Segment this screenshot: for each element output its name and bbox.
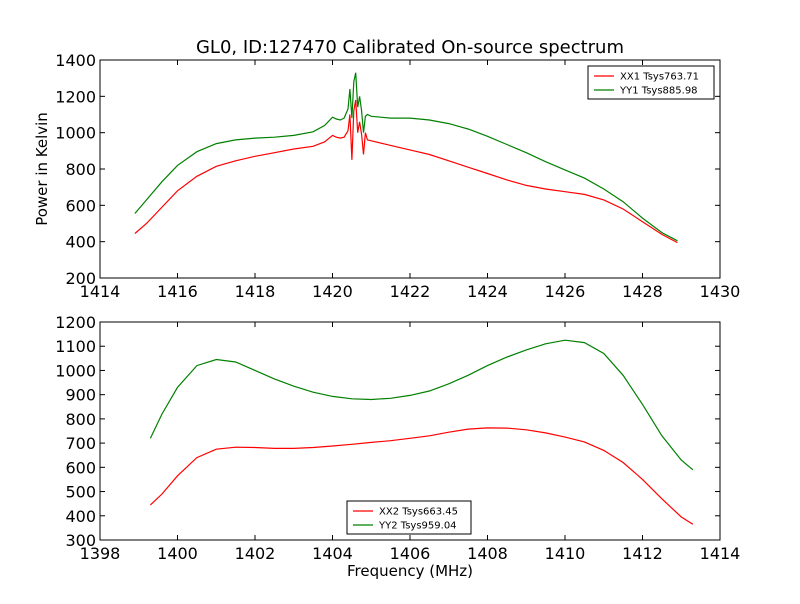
y-tick-label: 1200 [55,87,96,106]
y-tick-label: 800 [65,410,96,429]
x-tick-label: 1410 [545,544,586,563]
y-axis-label: Power in Kelvin [33,112,51,226]
legend-label: YY2 Tsys959.04 [378,521,457,532]
series-line-yy2-tsys959-04 [149,339,694,471]
x-tick-label: 1430 [700,282,741,301]
y-tick-label: 400 [65,507,96,526]
y-tick-label: 400 [65,233,96,252]
x-tick-label: 1414 [80,282,121,301]
legend-label: YY1 Tsys885.98 [619,86,698,97]
x-tick-label: 1416 [157,282,198,301]
series-line-yy1-tsys885-98 [134,72,678,242]
x-tick-label: 1402 [235,544,276,563]
y-tick-label: 500 [65,483,96,502]
chart-title: GL0, ID:127470 Calibrated On-source spec… [196,37,624,58]
y-tick-label: 700 [65,434,96,453]
series-line-xx2-tsys663-45 [149,427,694,525]
y-tick-label: 1100 [55,337,96,356]
x-tick-label: 1428 [622,282,663,301]
legend-label: XX1 Tsys763.71 [620,72,699,83]
legend-box [346,500,472,535]
x-tick-label: 1418 [235,282,276,301]
x-axis-label: Frequency (MHz) [347,562,473,580]
legend-box [587,65,715,100]
y-tick-label: 1000 [55,361,96,380]
x-tick-label: 1424 [467,282,508,301]
x-tick-label: 1404 [312,544,353,563]
y-tick-label: 1000 [55,124,96,143]
x-tick-label: 1414 [700,544,741,563]
bottom-panel: 1398 1400 1402 1404 1406 1408 1410 1412 1414 300 4… [55,313,740,563]
x-tick-label: 1426 [545,282,586,301]
x-tick-label: 1420 [312,282,353,301]
legend-label: XX2 Tsys663.45 [379,507,458,518]
y-tick-label: 300 [65,531,96,550]
x-tick-label: 1408 [467,544,508,563]
x-tick-label: 1398 [80,544,121,563]
y-tick-label: 900 [65,386,96,405]
y-tick-label: 600 [65,458,96,477]
y-tick-label: 1200 [55,313,96,332]
x-tick-label: 1412 [622,544,663,563]
y-tick-label: 600 [65,196,96,215]
y-tick-label: 1400 [55,51,96,70]
top-panel: 1414 1416 1418 1420 1422 1424 1426 1428 1430 200 4… [55,51,740,301]
y-tick-label: 800 [65,160,96,179]
legend: XX1 Tsys763.71 YY1 Tsys885.98 [587,65,715,100]
y-tick-label: 200 [65,269,96,288]
legend: XX2 Tsys663.45 YY2 Tsys959.04 [346,500,472,535]
x-tick-label: 1406 [390,544,431,563]
x-tick-label: 1400 [157,544,198,563]
x-tick-label: 1422 [390,282,431,301]
series-line-xx1-tsys763-71 [134,99,678,244]
